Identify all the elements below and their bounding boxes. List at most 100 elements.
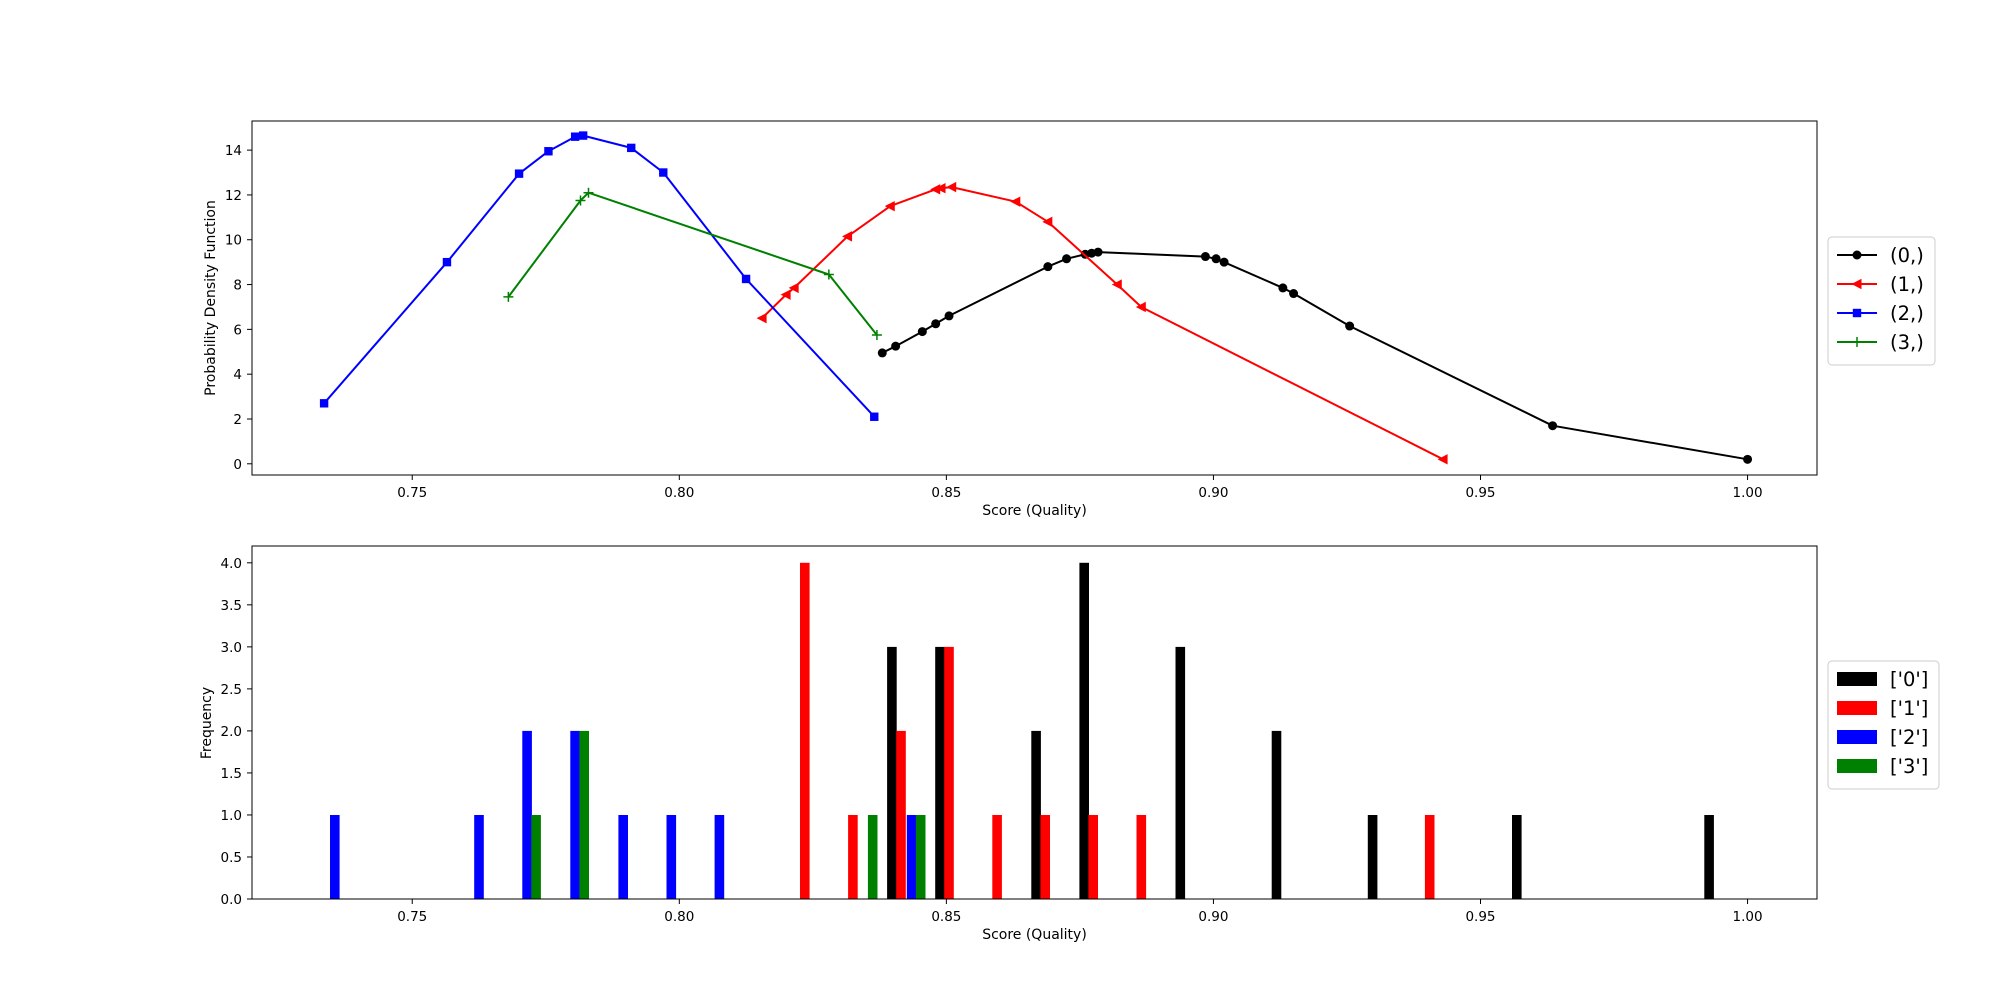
histogram-bar — [1088, 815, 1098, 899]
data-point — [1345, 321, 1355, 331]
data-point — [1743, 454, 1753, 464]
legend-marker — [1851, 278, 1862, 290]
frequency-y-tick-label: 2.5 — [221, 682, 242, 698]
histogram-bar — [800, 562, 810, 899]
histogram-bar — [666, 815, 677, 899]
data-point — [842, 231, 853, 242]
pdf-x-tick-label: 0.90 — [1198, 485, 1228, 501]
histogram-bar — [1512, 815, 1522, 899]
pdf-x-tick-label: 0.95 — [1465, 485, 1495, 501]
pdf-x-tick-label: 0.80 — [664, 485, 694, 501]
frequency-y-tick-label: 0.0 — [221, 892, 242, 908]
frequency-y-tick-label: 2.0 — [221, 724, 242, 740]
pdf-y-tick-label: 10 — [225, 233, 242, 249]
frequency-y-tick-label: 1.5 — [221, 766, 242, 782]
histogram-bar — [474, 815, 484, 899]
data-point — [1289, 289, 1299, 299]
histogram-bar — [579, 730, 589, 899]
data-point — [1111, 279, 1122, 290]
pdf-line-chart: 0.75 0.80 0.85 0.90 0.95 1.00 0 2 4 6 8 10 12 14 Scor… — [203, 120, 1936, 519]
legend-box — [1827, 236, 1936, 366]
data-point — [871, 329, 882, 340]
series-2 — [319, 131, 879, 421]
legend-label: ['1'] — [1890, 697, 1928, 720]
data-point — [1548, 421, 1558, 431]
legend-label: ['0'] — [1890, 668, 1928, 691]
frequency-bar-chart: 0.75 0.80 0.85 0.90 0.95 1.00 0.0 0.5 1.0 1.5 2.0 2… — [199, 545, 1940, 943]
series-1 — [756, 181, 1448, 465]
pdf-y-tick-label: 4 — [233, 367, 242, 383]
series-line-1 — [761, 186, 1444, 461]
frequency-axes-frame — [251, 545, 1818, 900]
histogram-bar — [618, 815, 628, 899]
legend-patch — [1837, 730, 1877, 744]
histogram-bar — [992, 815, 1002, 899]
pdf-y-tick-label: 14 — [225, 143, 242, 159]
legend-label: ['3'] — [1890, 755, 1928, 778]
series-2 — [330, 730, 917, 899]
data-point — [627, 143, 636, 153]
data-point — [1200, 252, 1210, 262]
legend-marker — [1852, 337, 1862, 347]
pdf-x-tick-label: 1.00 — [1733, 485, 1763, 501]
pdf-legend: (0,) (1,) (2,) (3,) — [1827, 236, 1936, 366]
frequency-x-axis-label: Score (Quality) — [982, 927, 1087, 943]
frequency-y-tick-label: 4.0 — [221, 556, 242, 572]
data-point — [1062, 254, 1072, 264]
data-point — [877, 348, 887, 358]
legend-entry-0: (0,) — [1837, 244, 1924, 267]
histogram-bar — [714, 815, 725, 899]
data-point — [891, 341, 901, 351]
legend-marker — [1852, 308, 1862, 318]
series-3 — [531, 730, 926, 899]
legend-entry-1: (1,) — [1837, 273, 1924, 296]
data-point — [1219, 257, 1229, 267]
data-point — [1010, 196, 1021, 207]
frequency-y-tick-label: 1.0 — [221, 808, 242, 824]
legend-marker — [1852, 250, 1862, 260]
pdf-y-axis-label: Probability Density Function — [203, 200, 219, 396]
frequency-x-tick-label: 0.80 — [664, 909, 694, 925]
frequency-x-tick-label: 0.95 — [1465, 909, 1495, 925]
data-point — [1043, 262, 1053, 272]
data-point — [944, 311, 954, 321]
histogram-bar — [1424, 815, 1435, 899]
histogram-bar — [887, 646, 897, 899]
histogram-bar — [1040, 815, 1050, 899]
histogram-bar — [1031, 730, 1041, 899]
pdf-y-tick-label: 2 — [233, 412, 242, 428]
data-point — [780, 289, 791, 300]
legend-label: (3,) — [1890, 331, 1924, 354]
data-point — [823, 269, 834, 280]
histogram-bar — [867, 815, 878, 899]
histogram-bar — [1367, 815, 1378, 899]
frequency-y-tick-label: 3.5 — [221, 598, 242, 614]
data-point — [575, 195, 586, 206]
histogram-bar — [570, 730, 580, 899]
data-point — [570, 132, 580, 141]
series-1 — [800, 562, 1435, 899]
pdf-y-tick-label: 0 — [233, 457, 242, 473]
data-point — [319, 399, 329, 408]
frequency-y-tick-label: 3.0 — [221, 640, 242, 656]
data-point — [503, 291, 514, 302]
pdf-axes: 0.75 0.80 0.85 0.90 0.95 1.00 0 2 4 6 8 10 12 14 — [225, 143, 1763, 501]
series-0 — [877, 247, 1753, 464]
data-point — [1278, 283, 1288, 293]
legend-label: (0,) — [1890, 244, 1924, 267]
data-point — [931, 319, 941, 329]
legend-label: ['2'] — [1890, 726, 1928, 749]
data-point — [1042, 216, 1053, 228]
pdf-x-axis-label: Score (Quality) — [982, 503, 1087, 519]
histogram-bar — [1136, 815, 1147, 899]
data-point — [442, 257, 452, 267]
data-point — [659, 168, 668, 177]
data-point — [578, 131, 588, 140]
histogram-bar — [522, 730, 532, 899]
pdf-y-tick-label: 12 — [225, 188, 242, 204]
data-point — [1135, 301, 1146, 313]
histogram-bar — [1271, 730, 1282, 899]
data-point — [741, 274, 751, 284]
legend-entry-3: (3,) — [1837, 331, 1924, 354]
legend-entry-0: ['0'] — [1837, 668, 1928, 691]
